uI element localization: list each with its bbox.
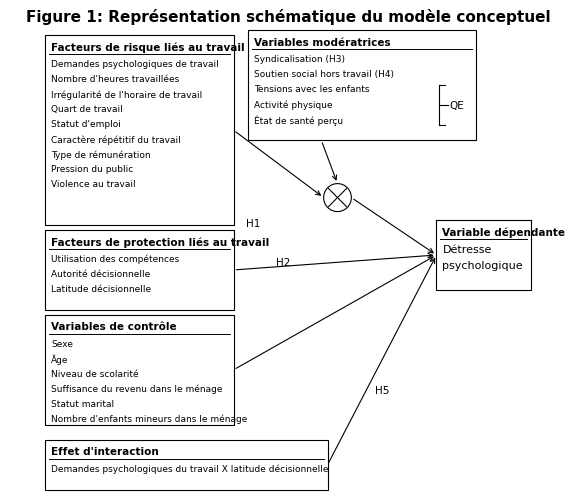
Text: H1: H1 — [246, 218, 260, 228]
Text: Suffisance du revenu dans le ménage: Suffisance du revenu dans le ménage — [51, 384, 223, 393]
Text: Soutien social hors travail (H4): Soutien social hors travail (H4) — [255, 70, 395, 79]
Text: Variables modératrices: Variables modératrices — [255, 38, 391, 48]
Text: Demandes psychologiques de travail: Demandes psychologiques de travail — [51, 60, 219, 69]
Text: Latitude décisionnelle: Latitude décisionnelle — [51, 285, 151, 294]
Text: Syndicalisation (H3): Syndicalisation (H3) — [255, 55, 346, 64]
Text: Caractère répétitif du travail: Caractère répétitif du travail — [51, 135, 181, 144]
Text: Niveau de scolarité: Niveau de scolarité — [51, 369, 139, 378]
FancyBboxPatch shape — [46, 230, 233, 310]
Text: Effet d'interaction: Effet d'interaction — [51, 446, 159, 456]
Text: Variables de contrôle: Variables de contrôle — [51, 322, 177, 332]
Text: Irrégularité de l'horaire de travail: Irrégularité de l'horaire de travail — [51, 90, 203, 100]
Text: Autorité décisionnelle: Autorité décisionnelle — [51, 270, 151, 279]
Text: Facteurs de protection liés au travail: Facteurs de protection liés au travail — [51, 237, 270, 247]
Text: Nombre d'enfants mineurs dans le ménage: Nombre d'enfants mineurs dans le ménage — [51, 414, 248, 423]
Text: Détresse: Détresse — [442, 244, 492, 255]
Text: Tensions avec les enfants: Tensions avec les enfants — [255, 85, 370, 94]
Text: Violence au travail: Violence au travail — [51, 180, 136, 189]
Text: H5: H5 — [374, 385, 389, 395]
Text: Facteurs de risque liés au travail: Facteurs de risque liés au travail — [51, 43, 245, 53]
Text: Statut marital: Statut marital — [51, 399, 115, 408]
Text: Pression du public: Pression du public — [51, 165, 134, 174]
Text: Demandes psychologiques du travail X latitude décisionnelle: Demandes psychologiques du travail X lat… — [51, 464, 329, 473]
Text: psychologique: psychologique — [442, 261, 523, 271]
Text: QE: QE — [450, 101, 465, 111]
FancyBboxPatch shape — [46, 315, 233, 425]
Text: Variable dépendante: Variable dépendante — [442, 227, 566, 237]
FancyBboxPatch shape — [46, 36, 233, 225]
Text: Sexe: Sexe — [51, 339, 73, 348]
FancyBboxPatch shape — [248, 31, 476, 141]
Text: Nombre d'heures travaillées: Nombre d'heures travaillées — [51, 75, 180, 84]
Circle shape — [324, 184, 351, 212]
FancyBboxPatch shape — [437, 220, 530, 291]
Text: Quart de travail: Quart de travail — [51, 105, 123, 114]
Text: État de santé perçu: État de santé perçu — [255, 115, 343, 125]
Text: Activité physique: Activité physique — [255, 100, 333, 110]
Text: Type de rémunération: Type de rémunération — [51, 150, 151, 159]
FancyBboxPatch shape — [46, 440, 328, 489]
Text: Utilisation des compétences: Utilisation des compétences — [51, 255, 180, 264]
Text: Statut d'emploi: Statut d'emploi — [51, 120, 122, 129]
Text: Figure 1: Représentation schématique du modèle conceptuel: Figure 1: Représentation schématique du … — [26, 9, 550, 25]
Text: Âge: Âge — [51, 354, 69, 365]
Text: H2: H2 — [276, 258, 290, 268]
